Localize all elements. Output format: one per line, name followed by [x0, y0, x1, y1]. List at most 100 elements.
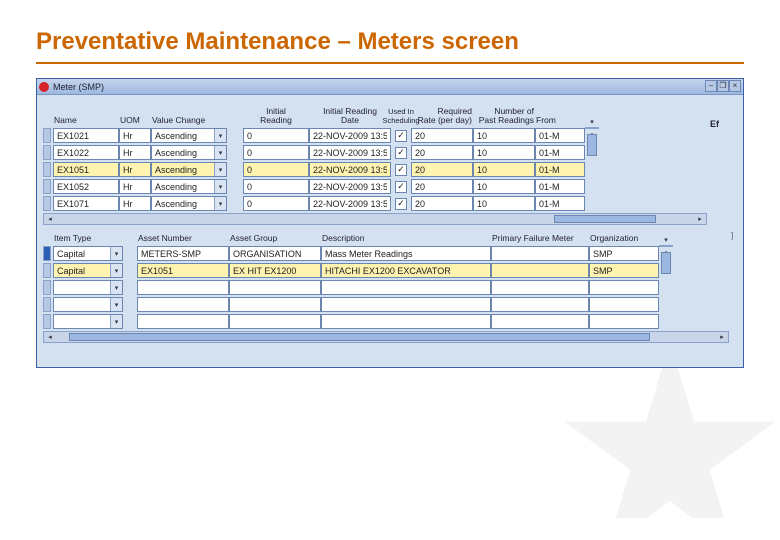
- org-field[interactable]: [589, 263, 659, 278]
- asset-number-field[interactable]: [137, 314, 229, 329]
- initial-reading-field[interactable]: [243, 145, 309, 160]
- name-field[interactable]: [53, 162, 119, 177]
- name-field[interactable]: [53, 196, 119, 211]
- hscroll-thumb[interactable]: [69, 333, 650, 341]
- row-selector[interactable]: [43, 145, 51, 160]
- vscroll-thumb[interactable]: [587, 134, 597, 156]
- name-field[interactable]: [53, 179, 119, 194]
- initial-date-field[interactable]: [309, 145, 391, 160]
- description-field[interactable]: [321, 246, 491, 261]
- primary-failure-field[interactable]: [491, 246, 589, 261]
- primary-failure-field[interactable]: [491, 280, 589, 295]
- row-selector[interactable]: [43, 196, 51, 211]
- scroll-left-icon[interactable]: ◂: [44, 333, 56, 341]
- from-field[interactable]: [535, 179, 585, 194]
- row-selector[interactable]: [43, 297, 51, 312]
- upper-hscroll[interactable]: ◂ ▸: [43, 213, 707, 225]
- rate-field[interactable]: [411, 162, 473, 177]
- row-selector[interactable]: [43, 246, 51, 261]
- num-past-field[interactable]: [473, 145, 535, 160]
- row-selector[interactable]: [43, 314, 51, 329]
- used-scheduling-checkbox[interactable]: ✓: [395, 164, 407, 176]
- dropdown-icon[interactable]: ▾: [110, 264, 122, 277]
- dropdown-icon[interactable]: ▾: [214, 197, 226, 210]
- primary-failure-field[interactable]: [491, 263, 589, 278]
- dropdown-icon[interactable]: ▾: [214, 163, 226, 176]
- asset-number-field[interactable]: [137, 263, 229, 278]
- initial-date-field[interactable]: [309, 196, 391, 211]
- primary-failure-field[interactable]: [491, 314, 589, 329]
- num-past-field[interactable]: [473, 162, 535, 177]
- asset-number-field[interactable]: [137, 280, 229, 295]
- asset-group-field[interactable]: [229, 297, 321, 312]
- scroll-right-icon[interactable]: ▸: [716, 333, 728, 341]
- name-field[interactable]: [53, 145, 119, 160]
- asset-group-field[interactable]: [229, 246, 321, 261]
- description-field[interactable]: [321, 314, 491, 329]
- uom-field[interactable]: [119, 128, 151, 143]
- lower-hscroll[interactable]: ◂ ▸: [43, 331, 729, 343]
- uom-field[interactable]: [119, 179, 151, 194]
- rate-field[interactable]: [411, 179, 473, 194]
- num-past-field[interactable]: [473, 196, 535, 211]
- dropdown-icon[interactable]: ▾: [110, 315, 122, 328]
- initial-reading-field[interactable]: [243, 128, 309, 143]
- num-past-field[interactable]: [473, 179, 535, 194]
- asset-group-field[interactable]: [229, 263, 321, 278]
- row-selector[interactable]: [43, 179, 51, 194]
- scroll-left-icon[interactable]: ◂: [44, 215, 56, 223]
- description-field[interactable]: [321, 263, 491, 278]
- from-field[interactable]: [535, 128, 585, 143]
- dropdown-icon[interactable]: ▾: [110, 298, 122, 311]
- scroll-down-icon[interactable]: ▾: [660, 234, 672, 246]
- description-field[interactable]: [321, 280, 491, 295]
- rate-field[interactable]: [411, 128, 473, 143]
- row-selector[interactable]: [43, 263, 51, 278]
- from-field[interactable]: [535, 145, 585, 160]
- initial-date-field[interactable]: [309, 128, 391, 143]
- used-scheduling-checkbox[interactable]: ✓: [395, 147, 407, 159]
- used-scheduling-checkbox[interactable]: ✓: [395, 130, 407, 142]
- row-selector[interactable]: [43, 280, 51, 295]
- uom-field[interactable]: [119, 162, 151, 177]
- initial-reading-field[interactable]: [243, 196, 309, 211]
- dropdown-icon[interactable]: ▾: [214, 129, 226, 142]
- scroll-right-icon[interactable]: ▸: [694, 215, 706, 223]
- asset-group-field[interactable]: [229, 280, 321, 295]
- window-titlebar[interactable]: Meter (SMP) ‒ ❐ ×: [37, 79, 743, 95]
- primary-failure-field[interactable]: [491, 297, 589, 312]
- uom-field[interactable]: [119, 145, 151, 160]
- scroll-down-icon[interactable]: ▾: [586, 116, 598, 128]
- uom-field[interactable]: [119, 196, 151, 211]
- asset-number-field[interactable]: [137, 297, 229, 312]
- dropdown-icon[interactable]: ▾: [214, 180, 226, 193]
- from-field[interactable]: [535, 162, 585, 177]
- org-field[interactable]: [589, 246, 659, 261]
- rate-field[interactable]: [411, 196, 473, 211]
- vscroll[interactable]: ▴▾: [659, 245, 673, 247]
- org-field[interactable]: [589, 297, 659, 312]
- dropdown-icon[interactable]: ▾: [110, 281, 122, 294]
- asset-group-field[interactable]: [229, 314, 321, 329]
- rate-field[interactable]: [411, 145, 473, 160]
- initial-date-field[interactable]: [309, 179, 391, 194]
- asset-number-field[interactable]: [137, 246, 229, 261]
- name-field[interactable]: [53, 128, 119, 143]
- restore-icon[interactable]: ❐: [717, 80, 729, 92]
- from-field[interactable]: [535, 196, 585, 211]
- used-scheduling-checkbox[interactable]: ✓: [395, 198, 407, 210]
- initial-reading-field[interactable]: [243, 179, 309, 194]
- minimize-icon[interactable]: ‒: [705, 80, 717, 92]
- used-scheduling-checkbox[interactable]: ✓: [395, 181, 407, 193]
- dropdown-icon[interactable]: ▾: [214, 146, 226, 159]
- vscroll[interactable]: ▴▾: [585, 127, 599, 129]
- vscroll-thumb[interactable]: [661, 252, 671, 274]
- org-field[interactable]: [589, 314, 659, 329]
- initial-reading-field[interactable]: [243, 162, 309, 177]
- description-field[interactable]: [321, 297, 491, 312]
- close-icon[interactable]: ×: [729, 80, 741, 92]
- initial-date-field[interactable]: [309, 162, 391, 177]
- row-selector[interactable]: [43, 128, 51, 143]
- dropdown-icon[interactable]: ▾: [110, 247, 122, 260]
- hscroll-thumb[interactable]: [554, 215, 656, 223]
